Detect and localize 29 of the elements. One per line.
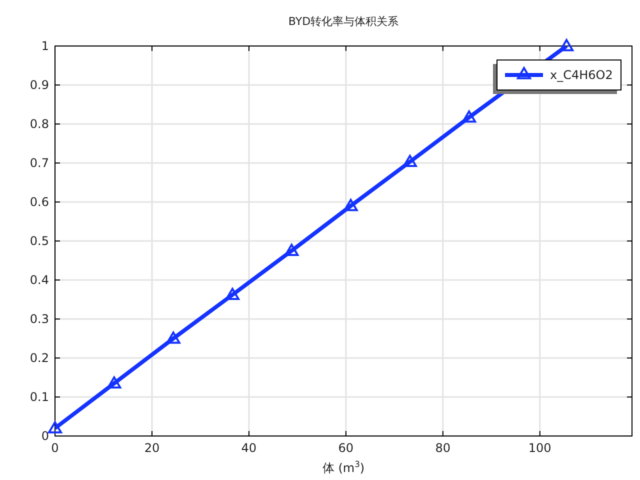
y-tick-label: 0.9: [30, 78, 49, 92]
y-tick-label: 0.4: [30, 273, 49, 287]
y-tick-label: 0.5: [30, 234, 49, 248]
point: [225, 288, 240, 300]
y-tick-label: 0.3: [30, 312, 49, 326]
x-tick-label: 20: [144, 441, 160, 455]
y-tick-label: 0.2: [30, 351, 49, 365]
y-tick-label: 0.6: [30, 195, 49, 209]
point: [560, 39, 574, 52]
legend-label: x_C4H6O2: [550, 68, 613, 82]
y-tick-label: 0.8: [30, 117, 49, 131]
x-tick-label: 60: [338, 441, 354, 455]
point: [462, 110, 476, 123]
x-tick-label: 80: [435, 441, 451, 455]
point: [48, 421, 62, 434]
y-tick-label: 0.1: [30, 390, 49, 404]
point: [107, 376, 122, 389]
x-tick-label: 40: [241, 441, 257, 455]
point: [284, 244, 299, 256]
x-tick-label: 100: [528, 441, 552, 455]
x-axis-title: 体 (m$^{3}$): [322, 459, 365, 475]
y-tick-label: 1: [41, 39, 49, 53]
y-tick-label: 0: [41, 429, 49, 443]
point: [344, 198, 358, 212]
x-tick-label: 0: [51, 441, 59, 455]
chart-title: BYD转化率与体积关系: [288, 15, 399, 28]
y-tick-label: 0.7: [30, 156, 49, 170]
point: [402, 154, 417, 168]
point: [166, 332, 180, 344]
